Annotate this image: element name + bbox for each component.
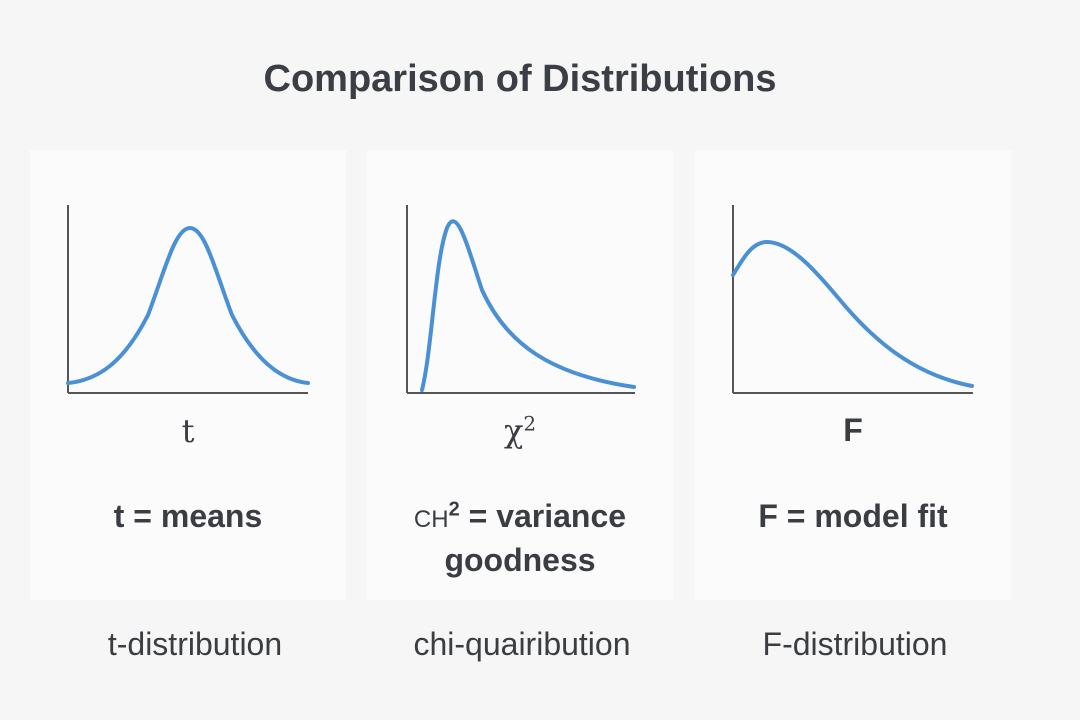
chi-superscript: 2 [523,411,537,436]
chi-square-density-curve [420,219,636,392]
chi-square-caption: CH2 = variance goodness [367,496,673,580]
t-distribution-footer: t-distribution [107,626,283,662]
f-distribution-panel: F F = model fit [695,150,1011,600]
f-distribution-plot [731,205,974,394]
t-axis-label: t [181,412,195,450]
f-distribution-footer: F-distribution [762,626,948,662]
t-density-curve [66,225,310,385]
f-density-curve [731,239,974,388]
chi-square-footer: chi-quairibution [413,626,631,662]
chi-caption-superscript: 2 [448,498,460,521]
chi-square-axis-label: χ2 [367,412,673,450]
chi-square-panel: χ2 CH2 = variance goodness [367,150,673,600]
f-axis-label: F [843,412,863,448]
t-caption: t = means [113,498,263,534]
t-distribution-plot [66,205,310,394]
page-title: Comparison of Distributions [263,58,777,100]
f-caption: F = model fit [758,498,948,534]
t-distribution-panel: t t = means [30,150,346,600]
chi-symbol: χ [503,412,524,450]
chi-caption-prefix: CH [413,506,449,533]
chi-caption-line1: = variance [459,498,627,534]
chi-square-plot [406,205,636,394]
chi-caption-line2: goodness [444,542,596,578]
